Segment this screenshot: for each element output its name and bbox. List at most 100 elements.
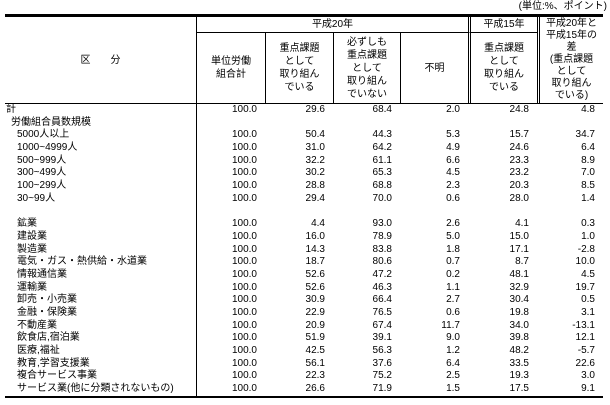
cell-value: 2.5	[446, 370, 460, 382]
cell-value: 6.4	[446, 357, 460, 369]
cell-value: 34.0	[509, 319, 529, 331]
cell-value: 26.6	[305, 383, 325, 395]
cell-value	[265, 117, 333, 130]
cell-value: 22.3	[305, 370, 325, 382]
cell-value: 100.0	[231, 129, 257, 141]
cell-value: 2.3	[446, 180, 460, 192]
cell-value	[197, 206, 265, 219]
cell-value: 48.1	[509, 268, 529, 280]
column-header-priority-tackled: 重点課題 として 取り組ん でいる	[265, 33, 333, 103]
column-header-not-priority: 必ずしも 重点課題 として 取り組ん でいない	[333, 33, 400, 103]
cell-value: 0.6	[446, 307, 460, 318]
column-header-h15-priority-tackled: 重点課題 として 取り組ん でいる	[468, 33, 537, 103]
cell-value: 51.9	[305, 332, 325, 344]
cell-value: 22.9	[305, 307, 325, 318]
column-header-union-total: 単位労働 組合計	[211, 56, 251, 80]
table-row: 製造業 100.0 14.3 83.8 1.8 17.1 -2.8	[5, 243, 603, 257]
cell-value: 32.9	[509, 281, 529, 293]
table-row: 電気・ガス・熱供給・水道業 100.0 18.7 80.6 0.7 8.7 10.0	[5, 256, 603, 269]
cell-value: 1.2	[446, 345, 460, 357]
cell-value: -13.1	[572, 319, 595, 331]
cell-value: 48.2	[509, 345, 529, 357]
cell-value: 34.7	[575, 129, 595, 141]
cell-value: 56.1	[305, 357, 325, 369]
cell-value: 1.4	[581, 192, 595, 204]
row-label: 300~499人	[5, 167, 197, 181]
cell-value: 4.4	[311, 218, 325, 230]
table-row: 金融・保険業 100.0 22.9 76.5 0.6 19.8 3.1	[5, 307, 603, 320]
row-label: 電気・ガス・熱供給・水道業	[5, 256, 197, 269]
row-label: 飲食店,宿泊業	[5, 332, 197, 346]
cell-value: 28.0	[509, 192, 529, 204]
cell-value: 16.0	[305, 230, 325, 242]
cell-value: 100.0	[231, 294, 257, 306]
cell-value: 17.5	[509, 383, 529, 395]
row-label: 医療,福祉	[5, 345, 197, 358]
cell-value: 78.9	[372, 230, 392, 242]
cell-value: 8.7	[515, 256, 529, 268]
cell-value: 80.6	[372, 256, 392, 268]
column-header-kubun: 区 分	[5, 17, 197, 103]
cell-value: 0.3	[581, 218, 595, 230]
cell-value: 6.4	[581, 142, 595, 154]
table-row: 教育,学習支援業 100.0 56.1 37.6 6.4 33.5 22.6	[5, 357, 603, 371]
row-label: 製造業	[5, 243, 197, 257]
cell-value: 9.0	[446, 332, 460, 344]
cell-value: 30.9	[305, 294, 325, 306]
cell-value: 100.0	[231, 357, 257, 369]
cell-value: 0.6	[446, 192, 460, 204]
column-group-heisei15: 平成15年	[468, 17, 537, 33]
cell-value: 30.2	[305, 167, 325, 179]
cell-value	[468, 206, 537, 219]
cell-value: 50.4	[305, 129, 325, 141]
row-label: 情報通信業	[5, 268, 197, 282]
cell-value: 0.2	[446, 268, 460, 280]
cell-value: 2.7	[446, 294, 460, 306]
row-label: 不動産業	[5, 319, 197, 333]
cell-value	[537, 117, 603, 130]
row-label: 500~999人	[5, 154, 197, 168]
cell-value: 0.5	[581, 294, 595, 306]
row-label: 金融・保険業	[5, 307, 197, 320]
table-row: 医療,福祉 100.0 42.5 56.3 1.2 48.2 -5.7	[5, 345, 603, 358]
cell-value: 22.6	[575, 357, 595, 369]
cell-value: 42.5	[305, 345, 325, 357]
row-label: 5000人以上	[5, 129, 197, 143]
row-label: サービス業(他に分類されないもの)	[5, 383, 197, 396]
cell-value: 100.0	[231, 268, 257, 280]
cell-value: 5.3	[446, 129, 460, 141]
cell-value: 83.8	[372, 243, 392, 255]
cell-value: 9.1	[581, 383, 595, 395]
cell-value: 1.0	[581, 230, 595, 242]
cell-value: 56.3	[372, 345, 392, 357]
cell-value: 4.1	[515, 218, 529, 230]
cell-value: 4.5	[581, 268, 595, 280]
cell-value: 64.2	[372, 142, 392, 154]
cell-value: 29.6	[305, 104, 325, 115]
table-row: 5000人以上 100.0 50.4 44.3 5.3 15.7 34.7	[5, 129, 603, 143]
cell-value: 39.1	[372, 332, 392, 344]
cell-value: 1.1	[446, 281, 460, 293]
row-label: 複合サービス事業	[5, 370, 197, 384]
cell-value	[333, 206, 400, 219]
table-row: 計 100.0 29.6 68.4 2.0 24.8 4.8	[5, 104, 603, 117]
cell-value: 93.0	[372, 218, 392, 230]
cell-value: 32.2	[305, 154, 325, 166]
cell-value: 28.8	[305, 180, 325, 192]
cell-value: 100.0	[231, 370, 257, 382]
cell-value: 100.0	[231, 383, 257, 395]
row-label: 教育,学習支援業	[5, 357, 197, 371]
row-label: 鉱業	[5, 218, 197, 231]
cell-value: 0.7	[446, 256, 460, 268]
cell-value: 19.7	[575, 281, 595, 293]
cell-value: 4.8	[581, 104, 595, 115]
cell-value: 15.0	[509, 230, 529, 242]
table-row: 運輸業 100.0 52.6 46.3 1.1 32.9 19.7	[5, 281, 603, 295]
cell-value: 100.0	[231, 243, 257, 255]
cell-value	[400, 206, 468, 219]
cell-value: 19.8	[509, 307, 529, 318]
cell-value: 6.6	[446, 154, 460, 166]
statistics-table: 区 分 平成20年 平成15年 平成20年と 平成15年の 差 (重点課題 とし…	[5, 14, 603, 398]
cell-value: 12.1	[575, 332, 595, 344]
cell-value: 100.0	[231, 180, 257, 192]
